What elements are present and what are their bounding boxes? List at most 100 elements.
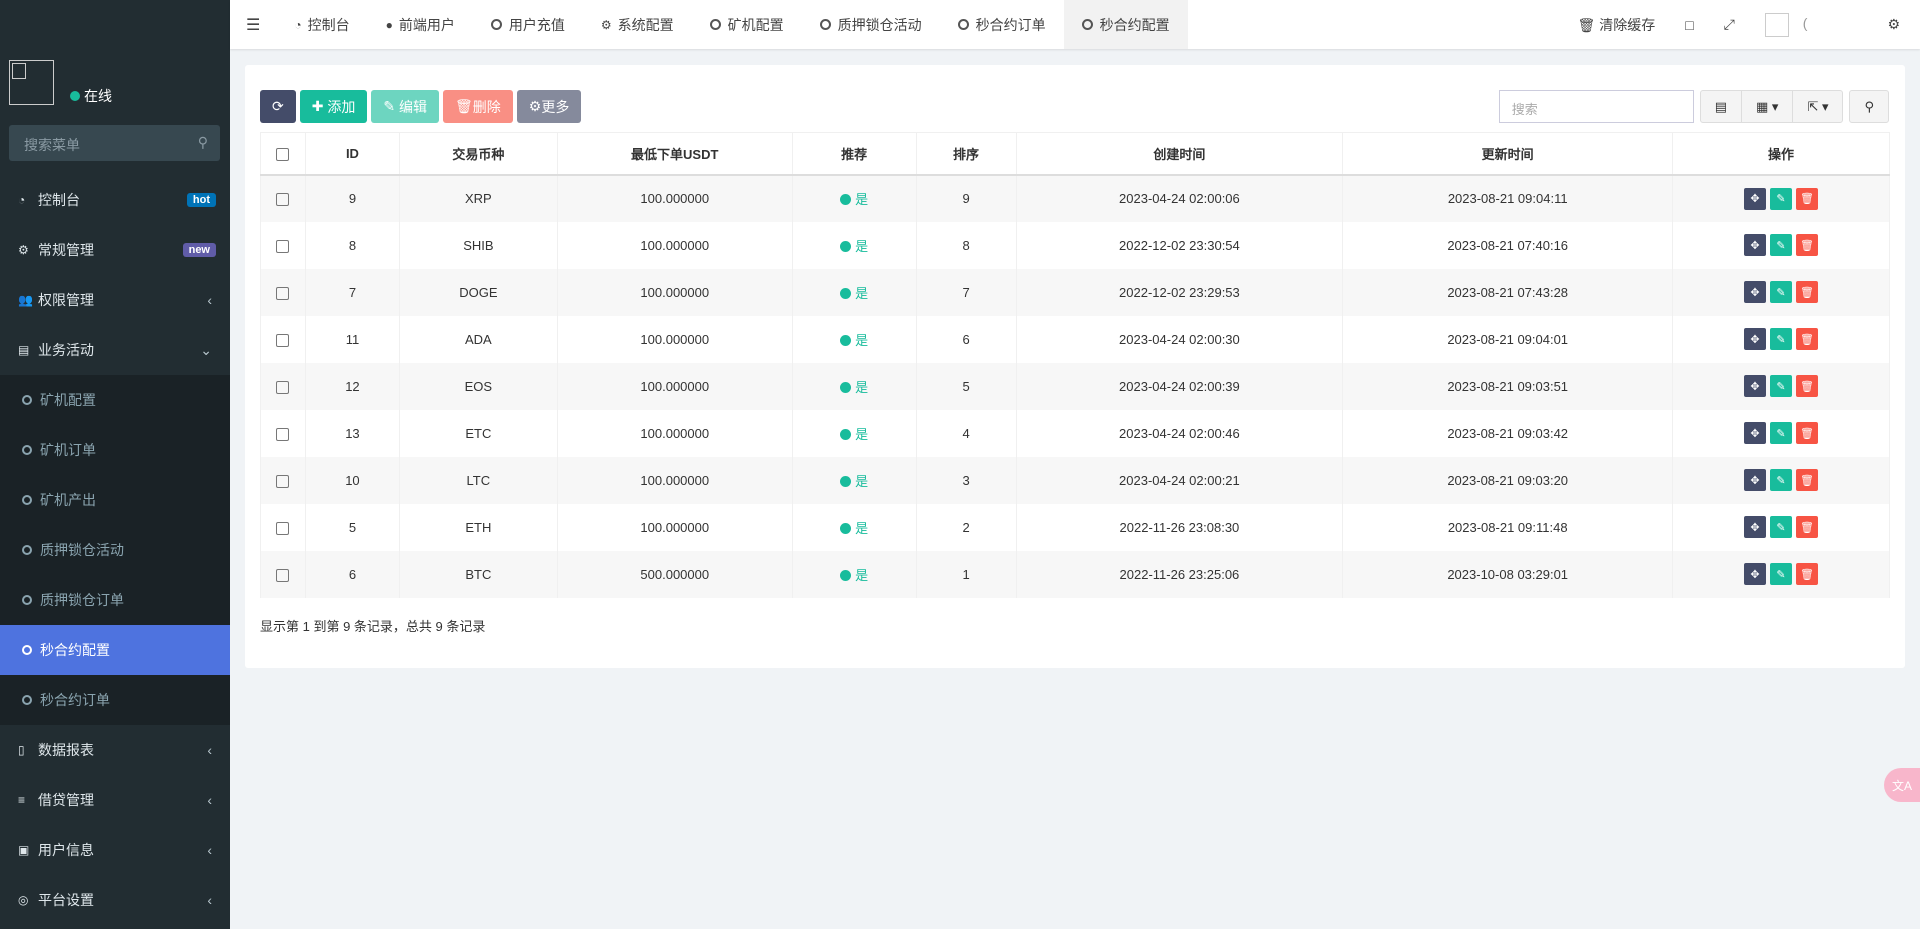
sidebar-item[interactable]: ▣ 用户信息 ‹ (0, 825, 230, 875)
select-all-checkbox[interactable] (276, 147, 290, 161)
tab[interactable]: ⚙ 系统配置 (583, 0, 692, 49)
column-header[interactable]: 创建时间 (1015, 132, 1344, 176)
columns-button[interactable]: ▦ ▾ (1742, 91, 1794, 122)
sidebar-subitem[interactable]: 秒合约订单 (0, 675, 230, 725)
row-checkbox[interactable] (276, 427, 290, 441)
data-table: ID 交易币种 最低下单USDT 推荐 排序 创建时间 更新时间 操作 9 XRP 100.000… (260, 132, 1890, 598)
drag-sort-button[interactable]: ✥ (1744, 422, 1767, 444)
tab[interactable]: 用户充值 (473, 0, 583, 49)
row-checkbox[interactable] (276, 193, 290, 207)
tab[interactable]: 质押锁仓活动 (802, 0, 940, 49)
menu-search-input[interactable]: 搜索菜单 ⚲ (9, 125, 220, 161)
row-checkbox[interactable] (276, 521, 290, 535)
sidebar-subitem[interactable]: 秒合约配置 (0, 625, 230, 675)
sidebar: 在线 搜索菜单 ⚲ ◔ 控制台 hot ⚙ 常规管理 new 👥 权限管理 ‹ ▤ 业务活动 ⌄ 矿机配置… (0, 0, 230, 929)
column-header[interactable]: 操作 (1672, 132, 1890, 176)
drag-sort-button[interactable]: ✥ (1744, 281, 1767, 303)
sidebar-item[interactable]: 👥 权限管理 ‹ (0, 275, 230, 325)
edit-row-button[interactable]: ✎ (1770, 469, 1793, 491)
edit-row-button[interactable]: ✎ (1770, 375, 1793, 397)
table-cell: 500.000000 (556, 550, 793, 598)
delete-button[interactable]: 🗑 删除 (442, 90, 513, 123)
column-header[interactable]: 最低下单USDT (556, 132, 793, 176)
drag-sort-button[interactable]: ✥ (1744, 469, 1767, 491)
column-header[interactable]: 推荐 (791, 132, 917, 176)
edit-row-button[interactable]: ✎ (1770, 281, 1793, 303)
menu-toggle[interactable]: ☰ (246, 16, 261, 34)
table-cell: 2023-04-24 02:00:06 (1015, 174, 1344, 222)
table-cell: 6 (915, 315, 1017, 363)
sidebar-subitem[interactable]: 矿机配置 (0, 375, 230, 425)
table-search-input[interactable]: 搜索 (1498, 90, 1694, 123)
row-checkbox[interactable] (276, 286, 290, 300)
delete-row-button[interactable]: 🗑 (1796, 281, 1819, 303)
toggle-view-button[interactable]: ▤ (1701, 91, 1743, 122)
delete-row-button[interactable]: 🗑 (1796, 375, 1819, 397)
refresh-button[interactable]: ⟳ (260, 90, 296, 123)
column-header[interactable]: 交易币种 (398, 132, 558, 176)
sidebar-subitem[interactable]: 矿机产出 (0, 475, 230, 525)
edit-row-button[interactable]: ✎ (1770, 328, 1793, 350)
drag-sort-button[interactable]: ✥ (1744, 375, 1767, 397)
column-header[interactable]: ID (304, 132, 400, 176)
actions-cell: ✥ ✎ 🗑 (1672, 362, 1890, 410)
delete-row-button[interactable]: 🗑 (1796, 328, 1819, 350)
delete-row-button[interactable]: 🗑 (1796, 187, 1819, 210)
tab[interactable]: ● 前端用户 (368, 0, 473, 49)
sidebar-subitem[interactable]: 矿机订单 (0, 425, 230, 475)
edit-row-button[interactable]: ✎ (1770, 422, 1793, 444)
column-header[interactable]: 更新时间 (1342, 132, 1674, 176)
row-checkbox[interactable] (276, 239, 290, 253)
tab-label: 用户充值 (508, 16, 565, 33)
row-checkbox[interactable] (276, 380, 290, 394)
drag-sort-button[interactable]: ✥ (1744, 563, 1767, 585)
translate-float-button[interactable]: 文A (1884, 768, 1920, 802)
column-header[interactable]: 排序 (915, 132, 1017, 176)
sidebar-item[interactable]: ◎ 平台设置 ‹ (0, 875, 230, 925)
export-button[interactable]: ⇱ ▾ (1807, 98, 1829, 114)
table-cell: 100.000000 (556, 456, 793, 504)
circle-icon (957, 19, 969, 30)
edit-row-button[interactable]: ✎ (1770, 563, 1793, 585)
delete-row-button[interactable]: 🗑 (1796, 563, 1819, 585)
sidebar-item[interactable]: ◔ 控制台 hot (0, 175, 230, 225)
row-select (260, 268, 306, 316)
row-checkbox[interactable] (276, 333, 290, 347)
edit-row-button[interactable]: ✎ (1770, 516, 1793, 538)
sidebar-subitem[interactable]: 质押锁仓活动 (0, 525, 230, 575)
tab[interactable]: 矿机配置 (692, 0, 802, 49)
table-cell: 2023-08-21 09:03:51 (1342, 362, 1674, 410)
delete-row-button[interactable]: 🗑 (1796, 422, 1819, 444)
user-menu[interactable]: ( (1764, 12, 1807, 37)
sidebar-item[interactable]: ▯ 数据报表 ‹ (0, 725, 230, 775)
sidebar-item[interactable]: ≡ 借贷管理 ‹ (0, 775, 230, 825)
pagination-info: 显示第 1 到第 9 条记录，总共 9 条记录 (260, 619, 486, 634)
drag-sort-button[interactable]: ✥ (1744, 328, 1767, 350)
row-checkbox[interactable] (276, 474, 290, 488)
table-cell: 5 (304, 503, 400, 551)
tab[interactable]: ◔ 控制台 (276, 0, 367, 49)
edit-row-button[interactable]: ✎ (1770, 234, 1793, 256)
status-dot-icon (840, 522, 852, 534)
drag-sort-button[interactable]: ✥ (1744, 187, 1767, 210)
language-icon[interactable]: □ (1685, 16, 1694, 33)
sidebar-item[interactable]: ⚙ 常规管理 new (0, 225, 230, 275)
tab[interactable]: 秒合约配置 (1063, 0, 1188, 49)
sidebar-item[interactable]: ▤ 业务活动 ⌄ (0, 325, 230, 375)
drag-sort-button[interactable]: ✥ (1744, 234, 1767, 256)
delete-row-button[interactable]: 🗑 (1796, 234, 1819, 256)
advanced-search-button[interactable]: ⚲ (1864, 98, 1874, 114)
add-button[interactable]: ✚ 添加 (299, 90, 368, 123)
drag-sort-button[interactable]: ✥ (1744, 516, 1767, 538)
delete-row-button[interactable]: 🗑 (1796, 516, 1819, 538)
sidebar-subitem[interactable]: 质押锁仓订单 (0, 575, 230, 625)
clear-cache-button[interactable]: 🗑 清除缓存 (1578, 15, 1656, 35)
delete-row-button[interactable]: 🗑 (1796, 469, 1819, 491)
edit-button[interactable]: ✎ 编辑 (371, 90, 439, 123)
row-checkbox[interactable] (276, 568, 290, 582)
more-button[interactable]: ⚙ 更多 (516, 90, 582, 123)
tab[interactable]: 秒合约订单 (940, 0, 1064, 49)
fullscreen-icon[interactable]: ⤢ (1723, 16, 1735, 32)
edit-row-button[interactable]: ✎ (1770, 187, 1793, 210)
settings-gears-icon[interactable]: ⚙ (1887, 16, 1900, 32)
